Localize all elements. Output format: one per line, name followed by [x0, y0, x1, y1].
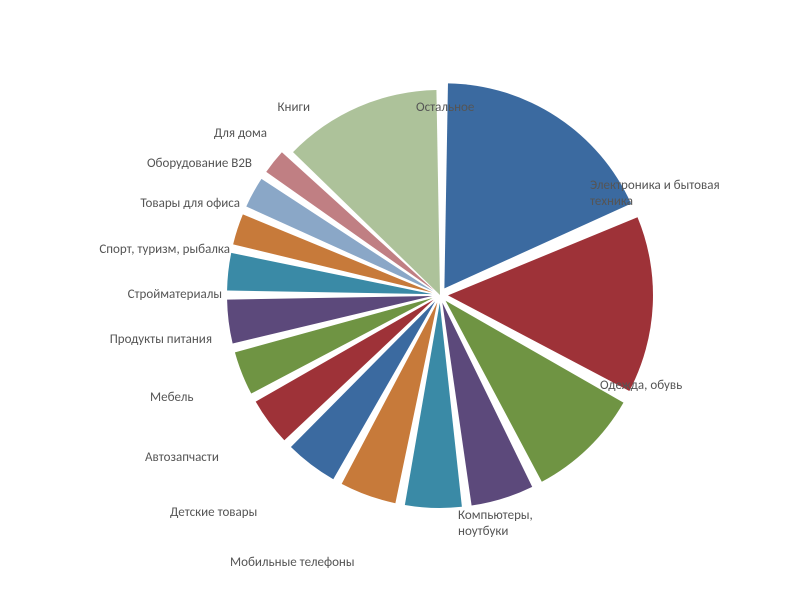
pie-slice-label: Спорт, туризм, рыбалка: [99, 242, 230, 258]
pie-slice-label: Мобильные телефоны: [230, 555, 355, 571]
pie-slice-label: Детские товары: [170, 505, 257, 521]
pie-slice-label: Товары для офиса: [140, 196, 240, 212]
pie-slice-label: Для дома: [214, 126, 267, 142]
pie-slice-label: Одежда, обувь: [600, 378, 682, 394]
pie-slice-label: Оборудование B2B: [147, 156, 252, 172]
pie-slice-label: Стройматериалы: [128, 287, 222, 303]
pie-slice-label: Остальное: [416, 100, 474, 116]
pie-slice-label: Продукты питания: [110, 332, 212, 348]
pie-slice-label: Книги: [277, 100, 310, 116]
pie-slice-label: Компьютеры, ноутбуки: [458, 508, 533, 541]
pie-chart: [0, 0, 800, 614]
pie-slice-label: Мебель: [150, 390, 194, 406]
chart-container: Электроника и бытовая техника Одежда, обу…: [0, 0, 800, 614]
pie-slice-label: Автозапчасти: [145, 450, 219, 466]
pie-slice-label: Электроника и бытовая техника: [590, 178, 720, 211]
